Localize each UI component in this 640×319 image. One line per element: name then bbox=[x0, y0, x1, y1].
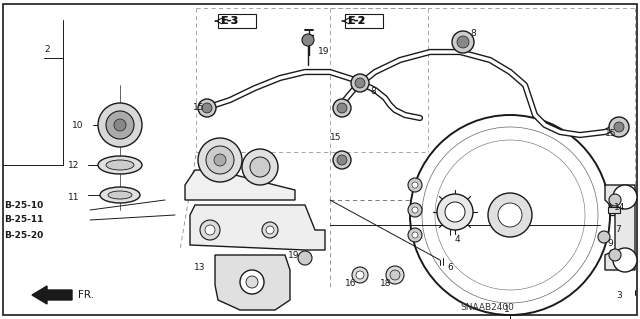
Text: 19: 19 bbox=[318, 48, 330, 56]
Circle shape bbox=[613, 248, 637, 272]
Text: B-25-20: B-25-20 bbox=[4, 231, 44, 240]
Text: 7: 7 bbox=[615, 226, 621, 234]
Text: 1: 1 bbox=[504, 306, 510, 315]
Text: 8: 8 bbox=[470, 29, 476, 39]
Text: 15: 15 bbox=[330, 133, 342, 143]
Circle shape bbox=[333, 151, 351, 169]
Polygon shape bbox=[190, 205, 325, 250]
Circle shape bbox=[437, 194, 473, 230]
Circle shape bbox=[613, 185, 637, 209]
Text: 19: 19 bbox=[288, 250, 300, 259]
Circle shape bbox=[408, 178, 422, 192]
Circle shape bbox=[408, 203, 422, 217]
Circle shape bbox=[337, 155, 347, 165]
Circle shape bbox=[412, 207, 418, 213]
Text: E-3: E-3 bbox=[221, 16, 238, 26]
Circle shape bbox=[214, 154, 226, 166]
Bar bbox=[218, 14, 256, 28]
Circle shape bbox=[452, 31, 474, 53]
Text: 18: 18 bbox=[380, 278, 392, 287]
Circle shape bbox=[262, 222, 278, 238]
Circle shape bbox=[609, 117, 629, 137]
Circle shape bbox=[355, 78, 365, 88]
Bar bbox=[608, 207, 620, 213]
Circle shape bbox=[390, 270, 400, 280]
Text: E-2: E-2 bbox=[348, 16, 365, 26]
Text: E-3: E-3 bbox=[220, 16, 237, 26]
Circle shape bbox=[98, 103, 142, 147]
Circle shape bbox=[356, 271, 364, 279]
FancyArrow shape bbox=[32, 286, 72, 304]
Circle shape bbox=[333, 99, 351, 117]
Circle shape bbox=[106, 111, 134, 139]
Polygon shape bbox=[605, 185, 635, 270]
Text: 12: 12 bbox=[68, 160, 79, 169]
Circle shape bbox=[609, 194, 621, 206]
Circle shape bbox=[352, 267, 368, 283]
Circle shape bbox=[412, 182, 418, 188]
Circle shape bbox=[250, 157, 270, 177]
Ellipse shape bbox=[100, 187, 140, 203]
Text: 9: 9 bbox=[607, 239, 612, 248]
Circle shape bbox=[445, 202, 465, 222]
Text: 8: 8 bbox=[370, 87, 376, 97]
Text: 5: 5 bbox=[638, 256, 640, 264]
Circle shape bbox=[457, 36, 469, 48]
Text: 4: 4 bbox=[455, 235, 461, 244]
Circle shape bbox=[198, 138, 242, 182]
Ellipse shape bbox=[108, 191, 132, 199]
Circle shape bbox=[609, 249, 621, 261]
Circle shape bbox=[488, 193, 532, 237]
Circle shape bbox=[298, 251, 312, 265]
Text: B-25-11: B-25-11 bbox=[4, 216, 44, 225]
Text: 16: 16 bbox=[345, 278, 356, 287]
Text: B-25-10: B-25-10 bbox=[4, 201, 44, 210]
Text: 15: 15 bbox=[193, 103, 205, 113]
Text: 10: 10 bbox=[72, 121, 83, 130]
Circle shape bbox=[240, 270, 264, 294]
Circle shape bbox=[598, 231, 610, 243]
Circle shape bbox=[498, 203, 522, 227]
Bar bbox=[345, 14, 383, 28]
Circle shape bbox=[408, 228, 422, 242]
Polygon shape bbox=[215, 255, 290, 310]
Circle shape bbox=[351, 74, 369, 92]
Circle shape bbox=[205, 225, 215, 235]
Text: 6: 6 bbox=[447, 263, 452, 272]
Circle shape bbox=[410, 115, 610, 315]
Circle shape bbox=[114, 119, 126, 131]
Text: 11: 11 bbox=[68, 192, 79, 202]
Text: FR.: FR. bbox=[78, 290, 94, 300]
Circle shape bbox=[337, 103, 347, 113]
Text: 15: 15 bbox=[605, 129, 616, 137]
Circle shape bbox=[242, 149, 278, 185]
Circle shape bbox=[246, 276, 258, 288]
Circle shape bbox=[200, 220, 220, 240]
Text: 3: 3 bbox=[616, 291, 621, 300]
Text: 14: 14 bbox=[614, 204, 625, 212]
Circle shape bbox=[422, 127, 598, 303]
Circle shape bbox=[266, 226, 274, 234]
Text: E-2: E-2 bbox=[347, 16, 364, 26]
Polygon shape bbox=[185, 170, 295, 200]
Ellipse shape bbox=[98, 156, 142, 174]
Circle shape bbox=[206, 146, 234, 174]
Circle shape bbox=[386, 266, 404, 284]
Text: 2: 2 bbox=[44, 46, 50, 55]
Circle shape bbox=[302, 34, 314, 46]
Circle shape bbox=[198, 99, 216, 117]
Circle shape bbox=[202, 103, 212, 113]
Circle shape bbox=[435, 140, 585, 290]
Text: SNAAB2400: SNAAB2400 bbox=[460, 302, 514, 311]
Circle shape bbox=[614, 122, 624, 132]
Ellipse shape bbox=[106, 160, 134, 170]
Text: 13: 13 bbox=[194, 263, 205, 272]
Circle shape bbox=[412, 232, 418, 238]
